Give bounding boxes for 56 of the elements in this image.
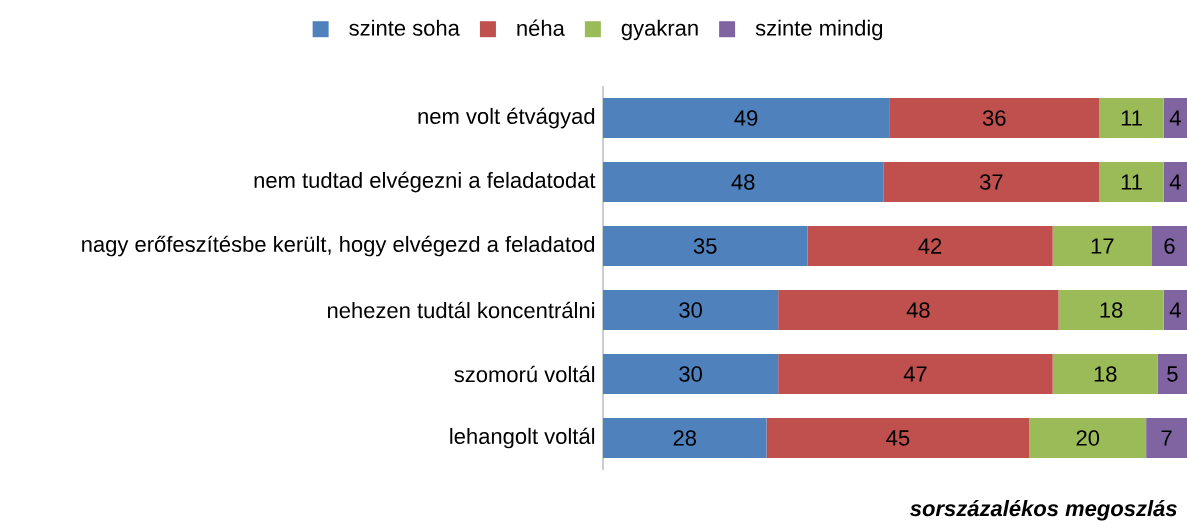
data-label: 17 xyxy=(1091,238,1114,254)
bar xyxy=(603,354,779,395)
bar xyxy=(1052,226,1152,267)
bar xyxy=(1099,98,1164,139)
bar xyxy=(889,98,1100,139)
text: sorszázalékos megoszlás xyxy=(910,499,1177,521)
bar xyxy=(603,226,808,267)
legend-label: néha xyxy=(517,19,565,36)
bar xyxy=(603,418,767,459)
data-label: 18 xyxy=(1094,366,1117,382)
data-label: 11 xyxy=(1121,110,1142,126)
bar xyxy=(603,98,890,139)
data-label: 37 xyxy=(979,174,1003,190)
data-label: 4 xyxy=(1169,110,1181,126)
legend-label: szinte soha xyxy=(349,19,460,36)
bar xyxy=(603,162,884,203)
bar xyxy=(778,290,1059,331)
bar xyxy=(1029,418,1147,459)
data-label: 20 xyxy=(1076,430,1100,446)
bar xyxy=(766,418,1030,459)
data-label: 36 xyxy=(982,110,1006,126)
data-label: 30 xyxy=(679,302,702,318)
data-label: 4 xyxy=(1169,302,1181,318)
data-label: 30 xyxy=(679,366,702,382)
data-label: 48 xyxy=(906,302,930,318)
data-label: 7 xyxy=(1161,430,1172,446)
y-tick-label: nem tudtad elvégezni a feladatodat xyxy=(254,171,596,193)
bar xyxy=(1146,418,1187,459)
data-label: 35 xyxy=(693,238,717,254)
y-tick-label: nagy erőfeszítésbe került, hogy elvégezd a feladatod xyxy=(82,235,595,257)
data-label: 4 xyxy=(1169,174,1181,190)
legend-label: gyakran xyxy=(621,19,698,41)
data-label: 28 xyxy=(673,430,697,446)
data-label: 42 xyxy=(918,238,942,254)
bar xyxy=(603,290,779,331)
data-label: 47 xyxy=(903,366,927,382)
data-label: 6 xyxy=(1164,238,1175,254)
data-label: 45 xyxy=(886,430,910,446)
data-label: 11 xyxy=(1121,174,1142,190)
legend-label: szinte mindig xyxy=(755,19,883,41)
y-tick-label: nehezen tudtál koncentrálni xyxy=(328,301,595,319)
bar xyxy=(807,226,1053,267)
data-label: 5 xyxy=(1167,366,1178,382)
data-label: 49 xyxy=(734,110,758,126)
y-tick-label: lehangolt voltál xyxy=(450,427,595,449)
data-label: 48 xyxy=(731,174,755,190)
bar xyxy=(1058,290,1164,331)
y-tick-label: szomorú voltál xyxy=(454,365,595,383)
bar xyxy=(1052,354,1158,395)
bar xyxy=(778,354,1053,395)
bar xyxy=(1157,354,1187,395)
bar xyxy=(1099,162,1164,203)
bar xyxy=(883,162,1100,203)
data-label: 18 xyxy=(1100,302,1123,318)
bar xyxy=(1151,226,1187,267)
y-tick-label: nem volt étvágyad xyxy=(418,107,595,129)
